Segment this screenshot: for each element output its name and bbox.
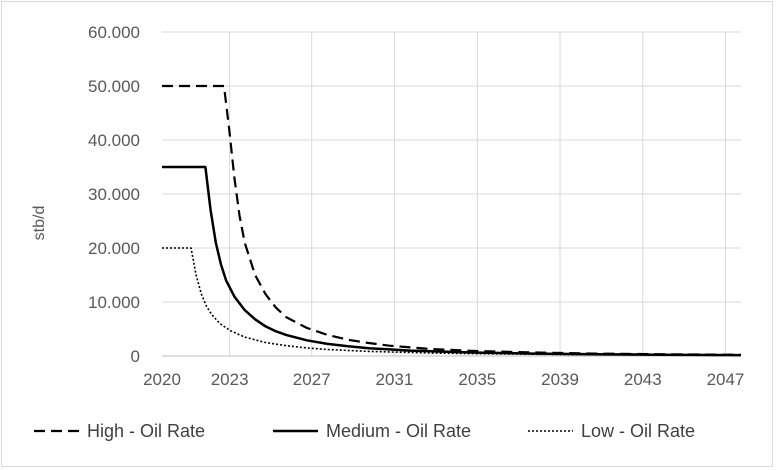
x-axis-tick-labels: 2020 2023 2027 2031 2035 2039 2043 2047 [143, 370, 744, 389]
y-tick-label: 0 [131, 347, 140, 366]
x-tick-label: 2027 [293, 370, 331, 389]
x-tick-label: 2043 [624, 370, 662, 389]
legend-label: High - Oil Rate [87, 421, 205, 441]
y-tick-label: 50.000 [88, 77, 140, 96]
x-tick-label: 2031 [376, 370, 414, 389]
gridlines [162, 31, 741, 357]
legend: High - Oil Rate Medium - Oil Rate Low - Oi… [34, 421, 695, 441]
y-axis-tick-labels: 0 10.000 20.000 30.000 40.000 50.000 60.000 [88, 23, 140, 366]
series-line-medium [162, 165, 742, 357]
y-axis-title: stb/d [31, 206, 48, 241]
x-tick-label: 2023 [211, 370, 249, 389]
y-tick-label: 20.000 [88, 239, 140, 258]
legend-label: Low - Oil Rate [581, 421, 695, 441]
series-line-low [162, 247, 742, 357]
y-tick-label: 40.000 [88, 131, 140, 150]
series-line-high [162, 84, 742, 356]
series-lines [162, 84, 742, 357]
legend-label: Medium - Oil Rate [326, 421, 471, 441]
y-tick-label: 10.000 [88, 293, 140, 312]
x-tick-label: 2035 [458, 370, 496, 389]
y-tick-label: 30.000 [88, 185, 140, 204]
x-tick-label: 2020 [143, 370, 181, 389]
x-tick-label: 2039 [541, 370, 579, 389]
x-tick-label: 2047 [707, 370, 745, 389]
y-tick-label: 60.000 [88, 23, 140, 42]
